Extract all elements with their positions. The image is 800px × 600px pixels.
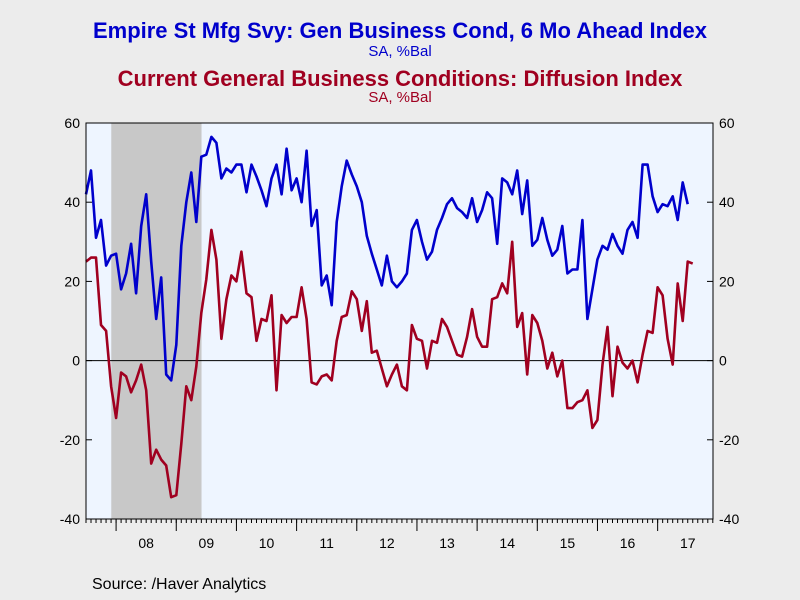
series-line-1 (84, 135, 689, 382)
x-tick-label: 11 (319, 535, 334, 551)
source-note: Source: /Haver Analytics (92, 576, 267, 593)
x-tick-label: 10 (259, 535, 275, 551)
x-tick-label: 16 (620, 535, 636, 551)
x-tick-label: 17 (680, 535, 696, 551)
series-line-2 (85, 228, 694, 499)
x-tick-label: 09 (199, 535, 215, 551)
chart-subtitle-2: SA, %Bal (368, 89, 432, 106)
plot-frame (85, 122, 714, 520)
x-tick-label: 12 (379, 535, 395, 551)
y-tick-label-left: 60 (64, 115, 80, 131)
chart-title-1: Empire St Mfg Svy: Gen Business Cond, 6 … (92, 18, 708, 43)
y-tick-label-right: -40 (719, 511, 739, 527)
series-lines (84, 135, 694, 499)
axis-labels: -40 -40 -20 -20 0 0 20 20 40 40 60 60 08 09 10 11 12 13 14… (60, 115, 740, 551)
y-tick-label-right: 60 (719, 115, 735, 131)
y-tick-label-right: 20 (719, 273, 735, 289)
chart-title-2: Current General Business Conditions: Dif… (117, 66, 683, 91)
y-tick-label-right: -20 (719, 432, 739, 448)
y-tick-label-left: -40 (60, 511, 80, 527)
x-tick-label: 14 (499, 535, 515, 551)
x-tick-label: 08 (138, 535, 154, 551)
x-tick-label: 13 (439, 535, 455, 551)
y-tick-label-left: 40 (64, 194, 80, 210)
y-tick-label-left: 0 (72, 353, 80, 369)
x-tick-label: 15 (560, 535, 576, 551)
recession-shading (111, 123, 202, 519)
axis-ticks (85, 122, 714, 531)
y-tick-label-right: 40 (719, 194, 735, 210)
y-tick-label-left: 20 (64, 273, 80, 289)
y-tick-label-left: -20 (60, 432, 80, 448)
chart-subtitle-1: SA, %Bal (368, 43, 432, 60)
y-tick-label-right: 0 (719, 353, 727, 369)
